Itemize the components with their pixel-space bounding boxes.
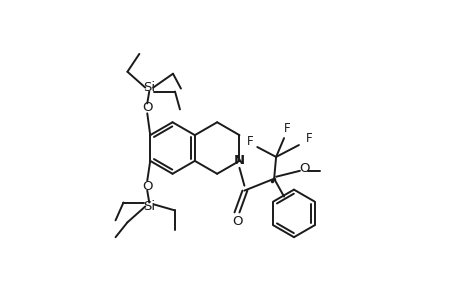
Text: Si: Si xyxy=(143,200,155,213)
Text: O: O xyxy=(299,162,309,175)
Text: O: O xyxy=(232,215,242,228)
Text: N: N xyxy=(233,154,245,167)
Text: Si: Si xyxy=(143,81,155,94)
Text: F: F xyxy=(246,135,253,148)
Text: O: O xyxy=(142,101,152,114)
Text: O: O xyxy=(142,180,152,193)
Text: F: F xyxy=(283,122,290,135)
Text: F: F xyxy=(305,132,312,145)
